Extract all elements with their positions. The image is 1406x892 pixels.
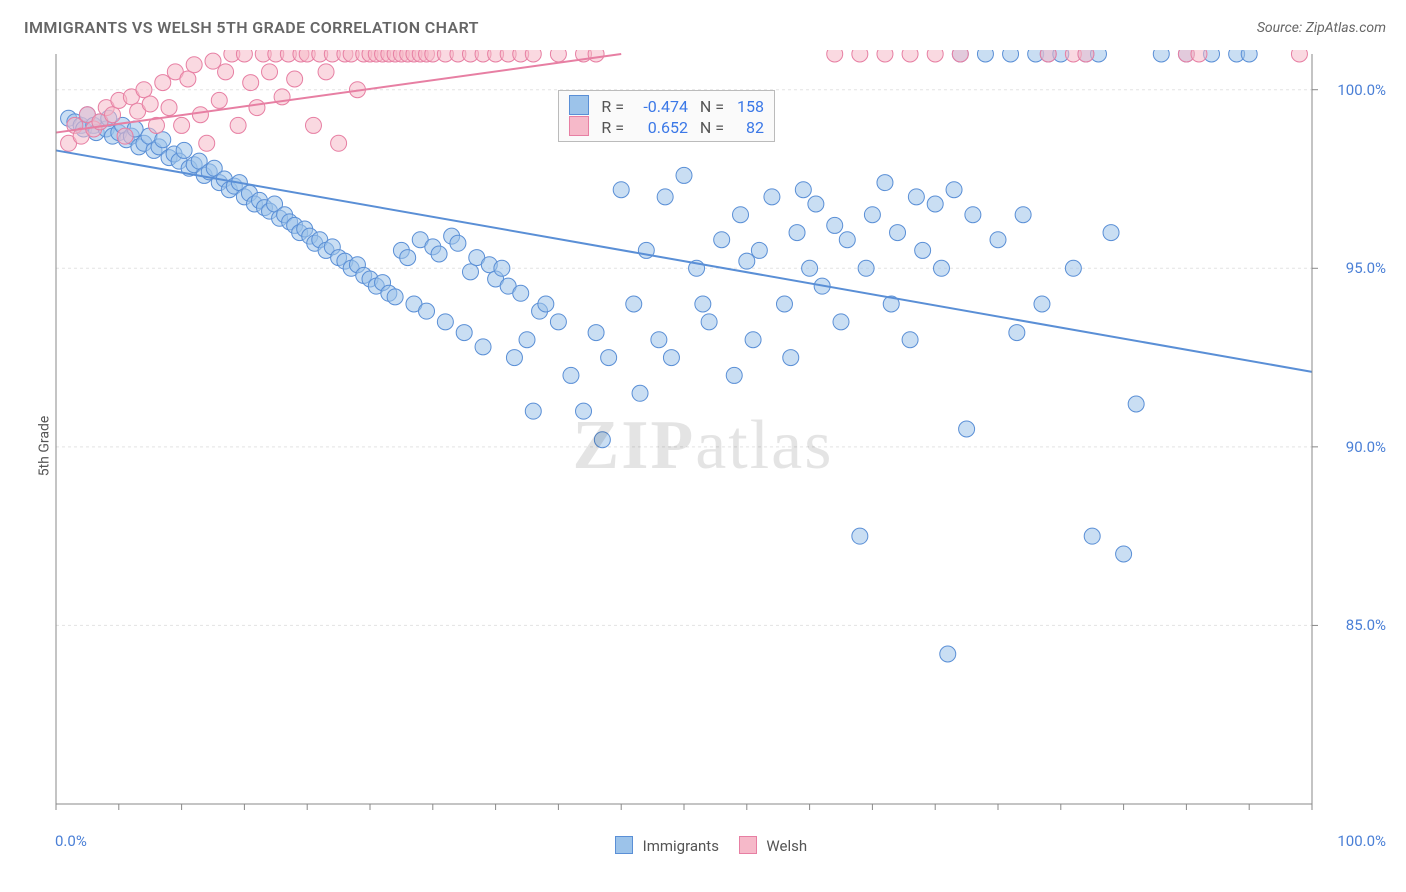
corr-row-welsh: R = 0.652 N = 82: [569, 116, 764, 137]
corr-swatch-welsh: [569, 116, 589, 136]
legend-label-immigrants: Immigrants: [643, 837, 719, 855]
y-tick-label: 90.0%: [1346, 438, 1386, 456]
scatter-plot: [52, 50, 1382, 820]
source-label: Source: ZipAtlas.com: [1257, 20, 1386, 36]
y-tick-label: 95.0%: [1346, 259, 1386, 277]
legend-swatch-immigrants: [615, 836, 633, 854]
y-axis-label: 5th Grade: [36, 416, 52, 477]
legend-label-welsh: Welsh: [766, 837, 807, 855]
corr-row-immigrants: R = -0.474 N = 158: [569, 95, 764, 116]
y-tick-label: 85.0%: [1346, 616, 1386, 634]
corr-swatch-immigrants: [569, 95, 589, 115]
legend-swatch-welsh: [739, 836, 757, 854]
correlation-box: R = -0.474 N = 158 R = 0.652 N = 82: [558, 90, 775, 142]
y-tick-label: 100.0%: [1337, 81, 1386, 99]
legend: Immigrants Welsh: [0, 836, 1406, 855]
chart-title: IMMIGRANTS VS WELSH 5TH GRADE CORRELATIO…: [24, 18, 479, 37]
